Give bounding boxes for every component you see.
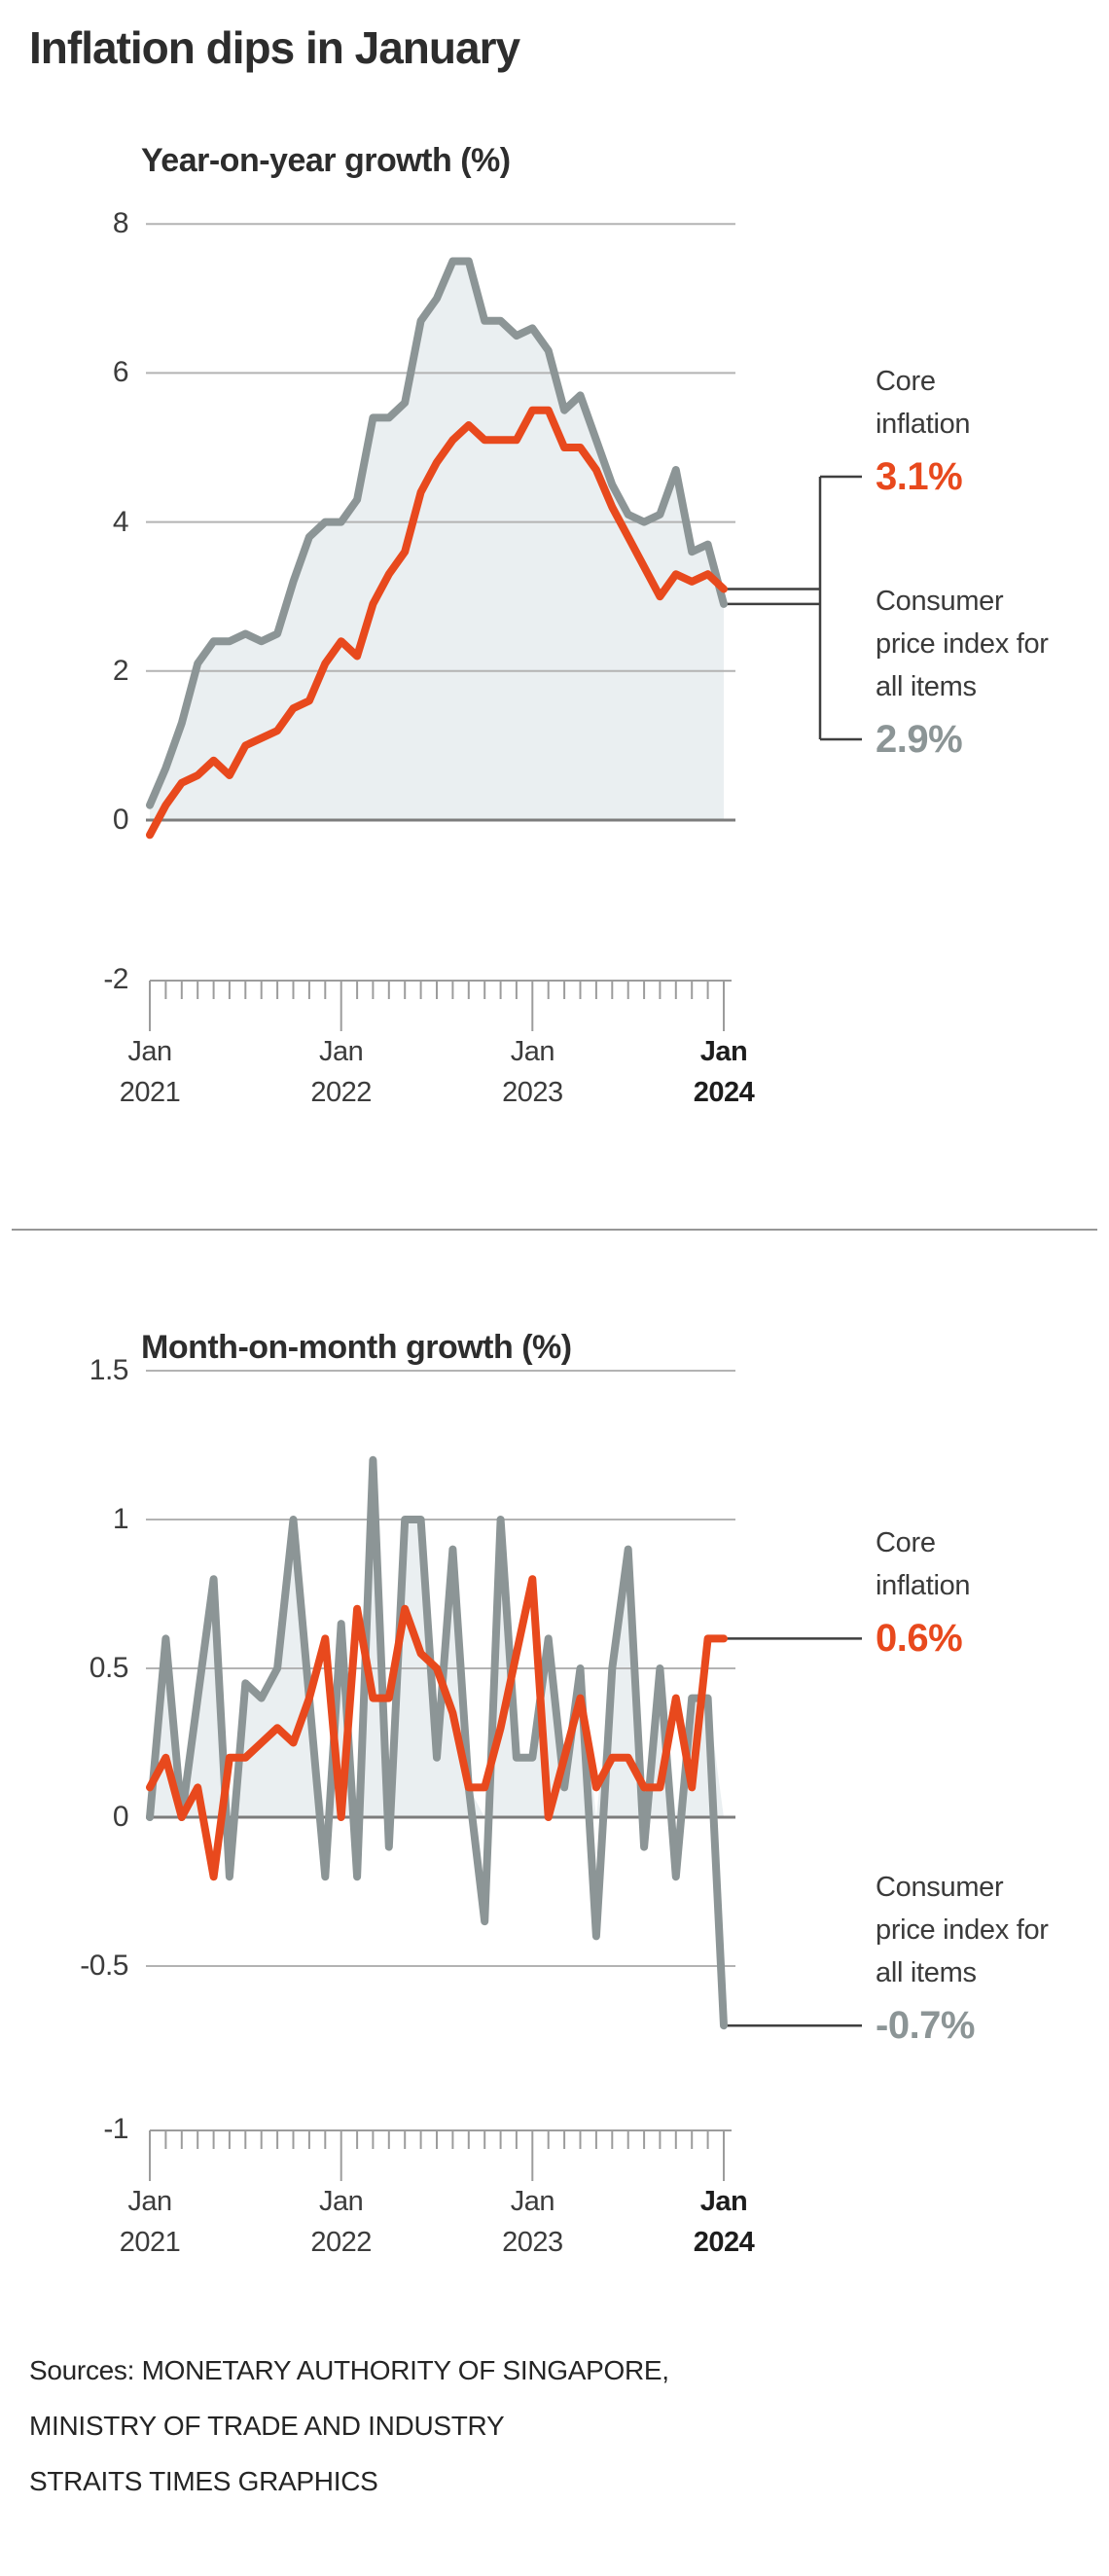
mom-ytick-label: 0	[112, 1801, 129, 1833]
mom-xtick-label: Jan 2021	[96, 2181, 203, 2263]
xtick-line: Jan	[127, 2186, 172, 2217]
yoy-ytick-label: 2	[112, 654, 129, 687]
mom-xtick-label: Jan 2024	[670, 2181, 777, 2263]
mom-core-inflation-label: Core inflation	[876, 1527, 971, 1601]
connector-bracket	[727, 475, 862, 741]
yoy-chart	[146, 223, 862, 1031]
xtick-line: 2023	[502, 2227, 563, 2258]
yoy-cpi-value: 2.9%	[876, 718, 963, 761]
mom-ytick-label: 1.5	[89, 1354, 129, 1386]
xtick-line: 2022	[310, 1077, 372, 1108]
xtick-line: 2021	[119, 2227, 181, 2258]
mom-chart-title: Month-on-month growth (%)	[141, 1329, 572, 1366]
mom-ytick-label: -0.5	[80, 1950, 128, 1982]
mom-cpi-line	[146, 1455, 728, 2030]
yoy-ytick-label: -2	[103, 963, 128, 995]
xtick-line: Jan	[699, 1036, 748, 1067]
mom-xtick-label: Jan 2022	[288, 2181, 395, 2263]
yoy-area-fill	[150, 261, 724, 820]
mom-cpi-value: -0.7%	[876, 2004, 976, 2047]
mom-ytick-label: 0.5	[89, 1652, 129, 1684]
sources-line: Sources: MONETARY AUTHORITY OF SINGAPORE…	[29, 2355, 669, 2385]
yoy-cpi-label: Consumer price index for all items	[876, 586, 1049, 702]
xtick-line: 2024	[693, 1077, 755, 1108]
xtick-line: Jan	[510, 2186, 555, 2217]
connector-lines	[727, 1637, 862, 2027]
xtick-line: 2023	[502, 1077, 563, 1108]
yoy-core-line	[146, 406, 728, 840]
yoy-core-inflation-label: Core inflation	[876, 366, 971, 440]
mom-core-line	[146, 1575, 728, 1881]
yoy-core-inflation-value: 3.1%	[876, 455, 963, 498]
mom-ytick-label: 1	[112, 1503, 129, 1535]
mom-chart	[146, 1370, 862, 2181]
yoy-xtick-label: Jan 2023	[479, 1031, 586, 1113]
yoy-xtick-label: Jan 2024	[670, 1031, 777, 1113]
xtick-line: 2021	[119, 1077, 181, 1108]
yoy-annotation-connector	[727, 475, 862, 741]
mom-core-inflation-value: 0.6%	[876, 1617, 963, 1660]
mom-annotation-connector	[727, 1637, 862, 2027]
xtick-line: 2022	[310, 2227, 372, 2258]
yoy-ytick-label: 0	[112, 804, 129, 836]
xtick-line: 2024	[693, 2227, 755, 2258]
sources-note: Sources: MONETARY AUTHORITY OF SINGAPORE…	[29, 2343, 669, 2509]
yoy-xtick-label: Jan 2021	[96, 1031, 203, 1113]
mom-ytick-label: -1	[103, 2113, 128, 2145]
yoy-cpi-line	[146, 257, 728, 809]
xtick-line: Jan	[699, 2186, 748, 2217]
yoy-xtick-label: Jan 2022	[288, 1031, 395, 1113]
page-title: Inflation dips in January	[29, 22, 520, 73]
yoy-ytick-label: 8	[112, 207, 129, 240]
xtick-line: Jan	[127, 1036, 172, 1067]
xtick-line: Jan	[510, 1036, 555, 1067]
yoy-ytick-label: 6	[112, 356, 129, 389]
section-divider	[12, 1229, 1097, 1231]
xtick-line: Jan	[319, 1036, 364, 1067]
sources-line: MINISTRY OF TRADE AND INDUSTRY	[29, 2411, 505, 2441]
mom-xtick-label: Jan 2023	[479, 2181, 586, 2263]
sources-line: STRAITS TIMES GRAPHICS	[29, 2466, 378, 2496]
mom-cpi-label: Consumer price index for all items	[876, 1872, 1049, 1988]
xtick-line: Jan	[319, 2186, 364, 2217]
yoy-chart-title: Year-on-year growth (%)	[141, 142, 511, 179]
yoy-ytick-label: 4	[112, 505, 129, 538]
